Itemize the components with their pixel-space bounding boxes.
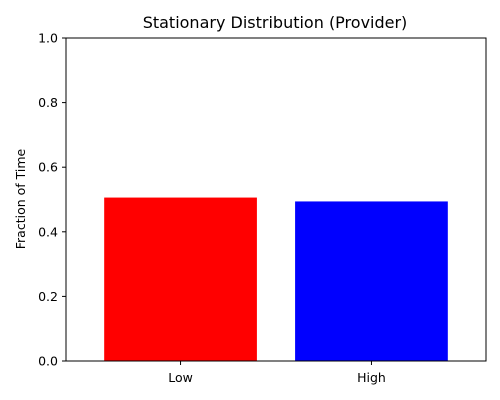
chart-title: Stationary Distribution (Provider) — [143, 13, 408, 32]
x-axis-ticks: Low High — [168, 361, 386, 385]
x-tick-label: High — [357, 370, 386, 385]
y-tick-label: 0.2 — [38, 289, 58, 304]
y-tick-label: 0.6 — [38, 160, 58, 175]
axes-spines — [65, 37, 487, 362]
plot-area: 0.0 0.2 0.4 0.6 0.8 1.0 Low High — [38, 31, 487, 385]
y-tick-label: 0.8 — [38, 95, 58, 110]
y-axis-ticks: 0.0 0.2 0.4 0.6 0.8 1.0 — [38, 31, 66, 369]
y-tick-label: 0.0 — [38, 354, 58, 369]
y-tick-label: 0.4 — [38, 224, 58, 239]
x-tick-label: Low — [168, 370, 193, 385]
axes-frame — [65, 37, 487, 362]
y-axis-label: Fraction of Time — [13, 148, 28, 249]
bar-high — [295, 201, 448, 361]
bar-low — [104, 197, 257, 361]
y-tick-label: 1.0 — [38, 31, 58, 46]
bars-group — [104, 197, 448, 361]
